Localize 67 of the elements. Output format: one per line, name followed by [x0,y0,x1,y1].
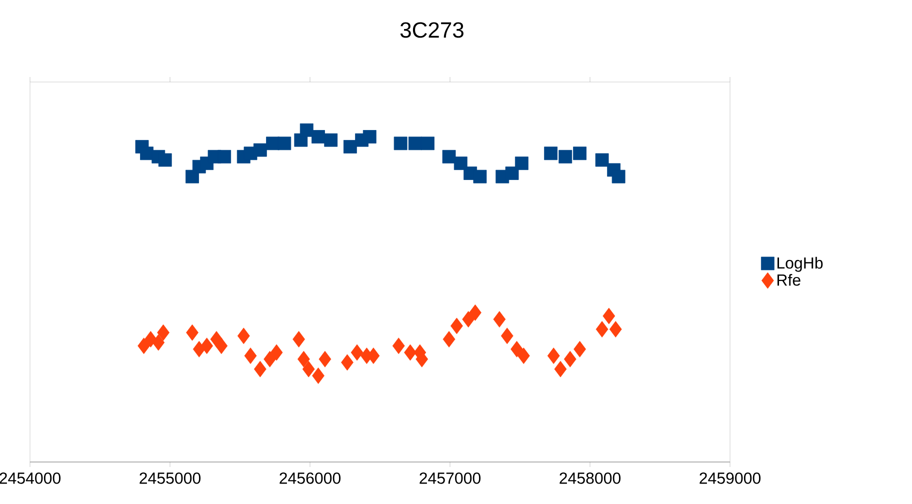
point [573,146,586,160]
x-tick-label: 2454000 [0,472,61,484]
point [318,350,332,368]
point [278,136,292,150]
legend-label: Rfe [777,274,800,286]
point [505,166,519,180]
point [254,360,266,378]
point [609,321,622,338]
point [392,338,405,354]
point [454,156,468,170]
point [554,360,567,378]
point [215,338,228,354]
point [394,136,408,150]
point [544,146,558,160]
point [158,153,172,167]
point [343,140,357,154]
point [408,136,422,150]
point [510,340,523,358]
point [442,150,456,164]
point [564,350,576,368]
point [157,324,170,341]
point [450,318,463,334]
point [404,344,416,361]
point [324,133,338,147]
point [253,143,267,157]
point [462,311,475,328]
point [514,156,528,170]
point [558,150,572,164]
point [237,328,250,344]
point [152,334,165,351]
x-tick-label: 2458000 [560,472,621,484]
point [292,331,305,348]
point [350,344,364,361]
point [517,348,530,364]
point [500,328,514,344]
point [596,321,608,338]
point [362,130,376,144]
point [493,311,506,328]
point [341,354,354,371]
point [595,153,609,167]
point [218,150,232,164]
point [612,170,626,184]
x-tick-label: 2455000 [140,472,201,484]
point [298,350,310,368]
x-tick-label: 2457000 [420,472,481,484]
point [469,304,482,321]
point [200,338,214,354]
x-tick-label: 2459000 [700,472,761,484]
point [138,338,150,354]
point [547,348,560,364]
chart-title: 3C273 [400,22,464,38]
point [186,324,198,341]
point [144,331,157,348]
point [421,136,434,150]
point [300,123,314,137]
point [574,340,586,358]
x-tick-label: 2456000 [280,472,341,484]
point [312,130,325,144]
point [264,350,276,368]
point [312,368,324,384]
legend-label: LogHb [777,256,823,272]
point [602,308,616,324]
point [270,344,283,361]
point [473,170,487,184]
point [302,360,315,378]
point [244,348,257,364]
point [442,331,456,348]
